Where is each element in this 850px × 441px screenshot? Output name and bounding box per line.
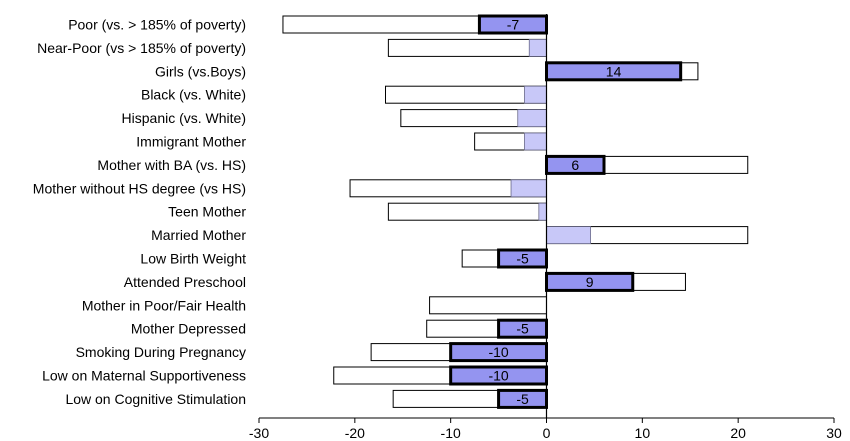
outer-bar <box>387 202 547 221</box>
category-label: Mother in Poor/Fair Health <box>82 297 246 313</box>
category-label: Poor (vs. > 185% of poverty) <box>68 17 246 33</box>
category-label: Mother Depressed <box>131 321 246 337</box>
inner-bar <box>510 179 547 198</box>
outer-bar <box>429 296 548 315</box>
category-labels: Poor (vs. > 185% of poverty) Near-Poor (v… <box>33 17 247 407</box>
x-tick-label: 30 <box>826 425 842 441</box>
category-label: Married Mother <box>151 227 246 243</box>
x-axis: -30 -20 -10 0 10 20 30 <box>249 14 842 441</box>
category-label: Girls (vs.Boys) <box>155 63 246 79</box>
x-tick-label: -20 <box>345 425 365 441</box>
category-label: Low Birth Weight <box>140 251 246 267</box>
bar-value-labels: -7 14 6 -5 9 -5 -10 -10 -5 <box>488 17 621 407</box>
bar-value-label: -10 <box>488 344 508 360</box>
inner-bar <box>546 226 591 245</box>
bar-value-label: -5 <box>516 251 529 267</box>
x-tick-label: 20 <box>730 425 746 441</box>
bar-value-label: 9 <box>586 274 594 290</box>
x-tick-label: -10 <box>441 425 461 441</box>
bar-value-label: 14 <box>606 63 622 79</box>
x-tick-label: 0 <box>543 425 551 441</box>
x-tick-label: -30 <box>249 425 269 441</box>
inner-bar <box>524 132 547 151</box>
category-label: Smoking During Pregnancy <box>76 344 246 360</box>
bar-value-label: -5 <box>516 321 529 337</box>
inner-bars <box>449 14 683 409</box>
category-label: Black (vs. White) <box>141 87 246 103</box>
inner-bar <box>528 39 547 57</box>
category-label: Mother without HS degree (vs HS) <box>33 180 246 196</box>
category-label: Immigrant Mother <box>136 134 246 150</box>
category-label: Low on Maternal Supportiveness <box>42 368 246 384</box>
category-label: Low on Cognitive Stimulation <box>65 391 246 407</box>
category-label: Teen Mother <box>168 204 246 220</box>
bar-value-label: -5 <box>516 391 529 407</box>
category-label: Attended Preschool <box>124 274 246 290</box>
category-label: Hispanic (vs. White) <box>122 110 246 126</box>
bar-value-label: 6 <box>571 157 579 173</box>
category-label: Near-Poor (vs > 185% of poverty) <box>37 40 246 56</box>
bar-value-label: -7 <box>507 17 520 33</box>
inner-bar <box>538 202 547 221</box>
outer-bars <box>282 15 749 408</box>
outer-bar <box>385 85 547 104</box>
x-tick-label: 10 <box>635 425 651 441</box>
outer-bar <box>387 38 547 57</box>
inner-bar <box>524 85 547 104</box>
inner-bar <box>517 109 547 127</box>
bar-value-label: -10 <box>488 368 508 384</box>
category-label: Mother with BA (vs. HS) <box>97 157 246 173</box>
